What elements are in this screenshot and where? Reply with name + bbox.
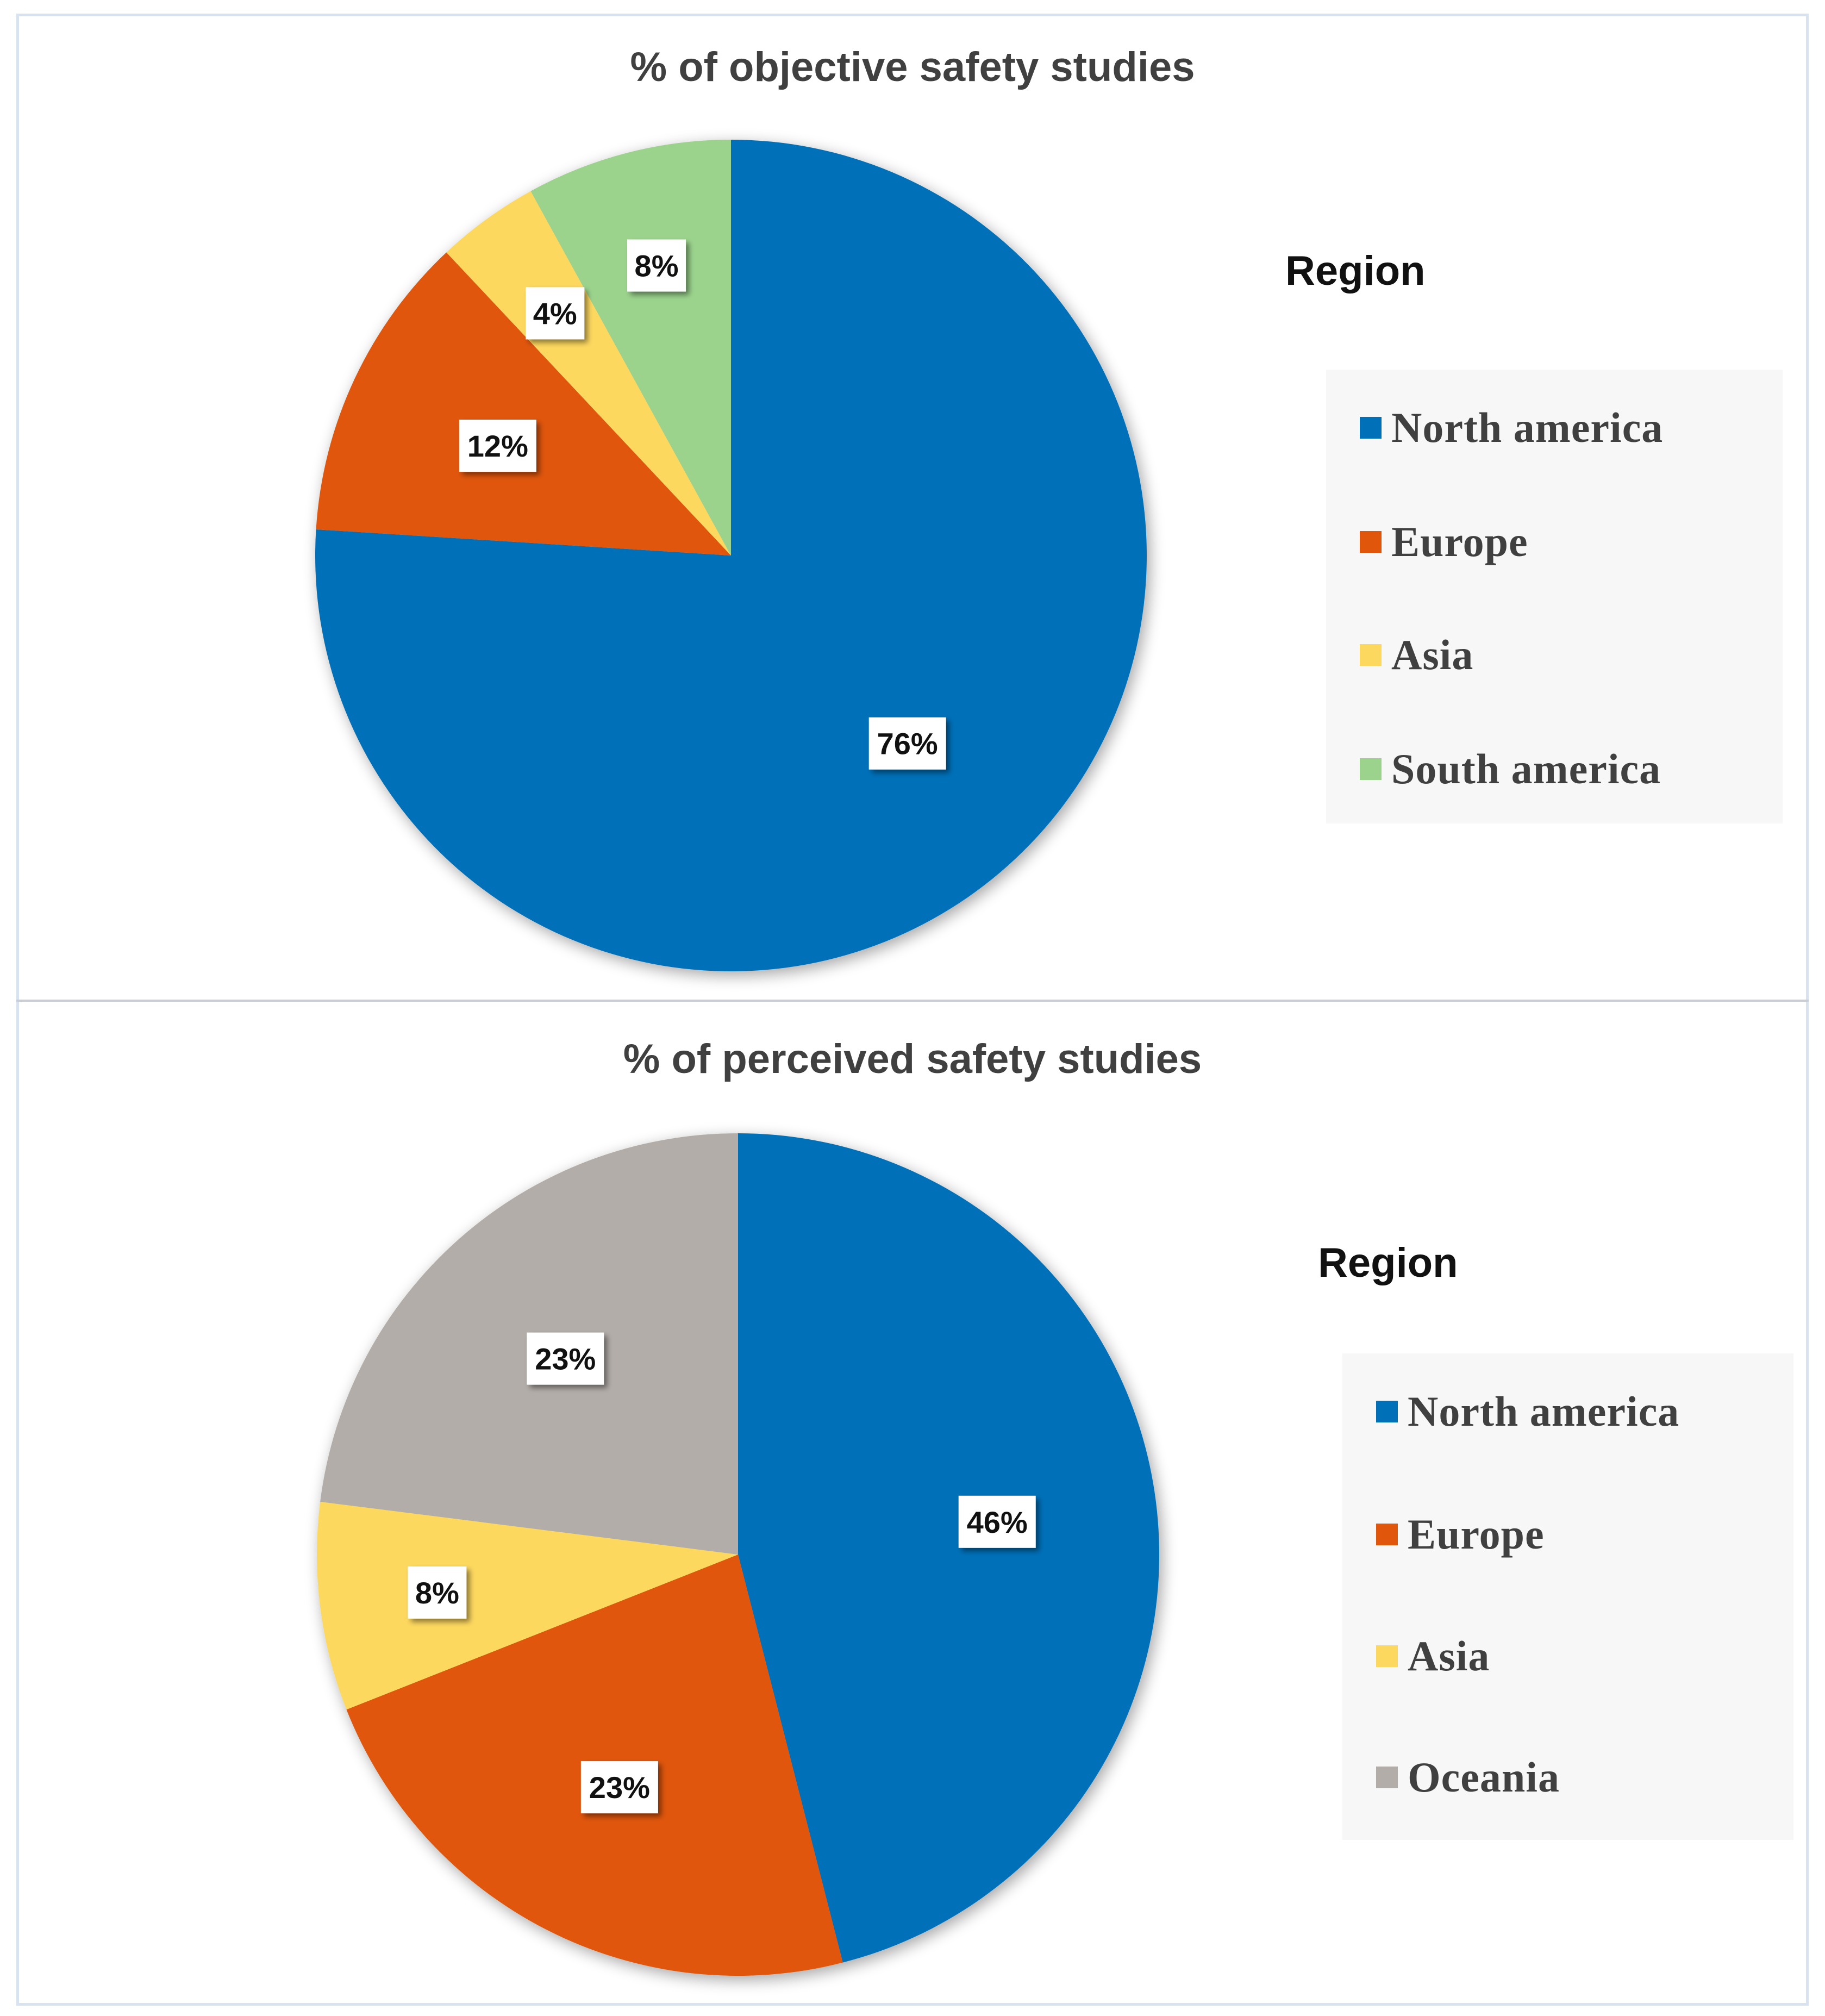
chart-2-legend-item: Asia: [1376, 1632, 1490, 1681]
chart-2-legend: North america Europe Asia Oceania: [1342, 1353, 1793, 1840]
data-label-box: [527, 1332, 604, 1385]
data-label: 4%: [526, 287, 585, 340]
legend-swatch: [1376, 1767, 1398, 1788]
legend-swatch: [1360, 417, 1382, 439]
data-label-box: [459, 420, 536, 472]
data-label-text: 23%: [535, 1342, 596, 1376]
legend-swatch: [1376, 1401, 1398, 1422]
legend-swatch: [1376, 1645, 1398, 1667]
data-label-text: 12%: [467, 429, 528, 463]
chart-2-legend-item: North america: [1376, 1387, 1680, 1436]
chart-1-legend-item: Asia: [1360, 631, 1474, 679]
legend-label: Europe: [1408, 1511, 1545, 1558]
pie-slice-asia: [446, 191, 731, 556]
panel-divider: [16, 1000, 1809, 1002]
data-label-box: [580, 1761, 658, 1814]
pie-slices: [315, 140, 1147, 971]
data-label-text: 8%: [415, 1576, 459, 1610]
legend-swatch: [1360, 531, 1382, 553]
data-label-box: [627, 239, 686, 292]
chart-1-legend-item: North america: [1360, 403, 1664, 452]
pie-slice-asia: [317, 1501, 738, 1710]
data-label: 12%: [459, 420, 536, 472]
data-label: 8%: [408, 1566, 467, 1619]
legend-label: North america: [1408, 1388, 1680, 1435]
pie-slice-europe: [316, 252, 731, 556]
legend-swatch: [1360, 758, 1382, 780]
data-label-box: [408, 1566, 467, 1619]
chart-1-legend-title: Region: [1285, 248, 1426, 294]
data-label: 46%: [958, 1495, 1036, 1548]
data-label-text: 23%: [589, 1770, 650, 1805]
legend-label: Europe: [1391, 518, 1528, 565]
data-label-text: 8%: [635, 249, 679, 283]
data-label-box: [526, 287, 585, 340]
chart-1-pie: 76% 12% 4% 8%: [315, 140, 1147, 971]
chart-1-legend-item: South america: [1360, 745, 1661, 794]
legend-label: North america: [1391, 404, 1664, 451]
legend-swatch: [1360, 644, 1382, 666]
chart-1-title: % of objective safety studies: [630, 44, 1195, 90]
chart-2-legend-title: Region: [1318, 1240, 1458, 1286]
legend-label: Asia: [1391, 631, 1474, 678]
data-label-box: [958, 1495, 1036, 1548]
pie-slice-north-america: [738, 1133, 1160, 1963]
data-label: 8%: [627, 239, 686, 292]
data-label-text: 46%: [967, 1505, 1028, 1539]
legend-label: Oceania: [1408, 1753, 1560, 1801]
chart-2-title: % of perceived safety studies: [623, 1036, 1202, 1082]
data-label-box: [868, 717, 946, 770]
chart-2-legend-item: Europe: [1376, 1510, 1545, 1559]
data-label: 23%: [527, 1332, 604, 1385]
chart-1-legend: North america Europe Asia South america: [1326, 370, 1783, 823]
data-label-text: 76%: [877, 727, 938, 761]
pie-slices: [317, 1133, 1160, 1976]
data-label: 23%: [580, 1761, 658, 1814]
data-label: 76%: [868, 717, 946, 770]
legend-label: South america: [1391, 745, 1661, 792]
legend-swatch: [1376, 1524, 1398, 1545]
data-label-text: 4%: [533, 296, 577, 330]
legend-label: Asia: [1408, 1632, 1490, 1680]
chart-1-legend-item: Europe: [1360, 517, 1528, 566]
chart-2-pie: 46% 23% 8% 23%: [317, 1133, 1160, 1976]
chart-2-legend-item: Oceania: [1376, 1753, 1560, 1802]
